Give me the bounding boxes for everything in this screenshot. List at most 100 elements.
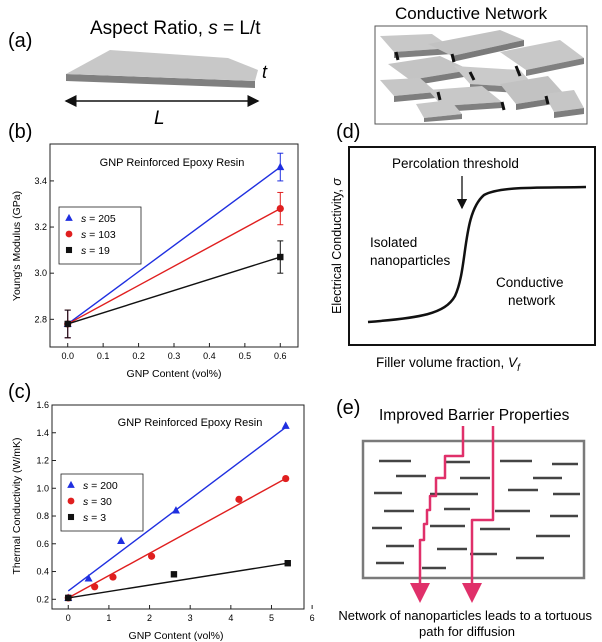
network-label-line2: network: [508, 293, 556, 308]
chart-b-title: GNP Reinforced Epoxy Resin: [100, 157, 245, 169]
percolation-label: Percolation threshold: [392, 156, 519, 171]
chart-b-xlabel: GNP Content (vol%): [127, 368, 222, 380]
chart-c-data-point: [91, 583, 99, 591]
chart-b-legend-entry: s = 103: [81, 229, 116, 241]
panel-label-d: (d): [336, 121, 360, 143]
chart-b-legend-marker: [65, 246, 73, 254]
chart-b-data-point: [64, 320, 71, 328]
chart-c-legend-marker: [67, 497, 75, 505]
volume-fraction-sub: f: [517, 363, 521, 374]
chart-c-plot-area: [51, 404, 305, 610]
length-label: L: [154, 108, 165, 129]
chart-c-x-tick-label: 1: [106, 613, 111, 623]
chart-c-legend-marker: [67, 513, 75, 521]
chart-c-y-tick-label: 0.2: [36, 594, 49, 604]
aspect-ratio-prefix: Aspect Ratio,: [90, 18, 208, 39]
chart-b-y-tick-label: 3.0: [34, 268, 47, 278]
chart-c-legend-symbol: s: [83, 512, 89, 524]
panel-label-b: (b): [8, 121, 32, 143]
chart-b-legend-label: = 19: [86, 245, 110, 257]
chart-c-fit-line: [67, 477, 287, 599]
chart-c-fit-line: [68, 562, 288, 599]
diffusion-path-left: [410, 426, 465, 603]
chart-b-data-point: [277, 253, 284, 261]
chart-c-legend-box: [60, 473, 144, 532]
chart-c-legend-symbol: s: [83, 496, 89, 508]
chart-b-legend-symbol: s: [81, 245, 87, 257]
chart-c-legend-symbol: s: [83, 480, 89, 492]
chart-c-y-tick-label: 0.6: [36, 539, 49, 549]
single-flake-side: [66, 74, 255, 88]
chart-b-x-tick-label: 0.1: [97, 351, 110, 361]
chart-c-data-point: [109, 573, 117, 581]
chart-c-data-point: [65, 594, 72, 602]
chart-b-legend-entry: s = 19: [81, 245, 110, 257]
chart-c-data-point: [84, 574, 93, 582]
network-title: Conductive Network: [395, 4, 548, 23]
chart-c-ylabel: Thermal Conductivity (W/mK): [11, 437, 23, 574]
chart-c-legend-label: = 3: [88, 512, 106, 524]
chart-b-legend-symbol: s: [81, 229, 87, 241]
chart-c-data-point: [117, 536, 126, 544]
chart-c-x-tick-label: 2: [147, 613, 152, 623]
chart-c-y-axis: 0.2 0.4 0.6 0.8 1.0 1.2 1.4 1.6: [36, 400, 56, 604]
chart-b-marks: [63, 152, 285, 339]
panel-d: (d) Percolation threshold Isolated nanop…: [330, 121, 596, 374]
barrier-caption: Network of nanoparticles leads to a tort…: [338, 608, 595, 639]
volume-fraction-symbol: V: [508, 355, 519, 370]
chart-c-y-tick-label: 1.6: [36, 400, 49, 410]
chart-c-x-tick-label: 4: [228, 613, 233, 623]
chart-b-legend-marker: [65, 213, 73, 221]
chart-c-data-point: [171, 506, 180, 514]
chart-b-x-tick-label: 0.2: [132, 351, 145, 361]
chart-c-data-point: [147, 552, 156, 560]
chart-b-x-tick-label: 0.0: [61, 351, 74, 361]
panel-c: (c) GNP Reinforced Epoxy Resin 0 1 2 3 4 5 6 0…: [8, 381, 315, 642]
chart-b-legend-entry: s = 205: [81, 213, 116, 225]
chart-b-data-point: [276, 162, 285, 171]
chart-c-x-tick-label: 0: [66, 613, 71, 623]
panel-label-a: (a): [8, 30, 32, 52]
barrier-title: Improved Barrier Properties: [379, 407, 570, 424]
chart-c-data-point: [281, 421, 290, 429]
aspect-ratio-title: Aspect Ratio, s = L/t: [90, 18, 261, 39]
chart-b-fit-line: [67, 207, 281, 325]
chart-c-data-point: [284, 560, 291, 567]
chart-b-x-tick-label: 0.6: [274, 351, 287, 361]
sigmoid-curve: [367, 185, 587, 324]
conductivity-axis-label: Electrical Conductivity, σ: [330, 178, 344, 314]
chart-b-y-axis: 2.8 3.0 3.2 3.4: [34, 176, 54, 324]
network-flakes: [380, 30, 584, 122]
chart-c-x-tick-label: 6: [310, 613, 315, 623]
conductivity-axis-text: Electrical Conductivity,: [330, 186, 344, 314]
chart-b-fit-line: [67, 166, 281, 325]
chart-c-y-tick-label: 1.4: [36, 428, 49, 438]
panel-e: (e) Improved Barrier Properties: [336, 397, 595, 639]
chart-b-legend-label: = 205: [86, 213, 116, 225]
chart-b-x-tick-label: 0.4: [203, 351, 216, 361]
chart-c-data-point: [282, 474, 290, 483]
chart-c-data-point: [170, 571, 178, 578]
chart-b-x-tick-label: 0.3: [168, 351, 181, 361]
chart-b-x-axis: 0.0 0.1 0.2 0.3 0.4 0.5 0.6: [61, 343, 287, 361]
chart-c-x-tick-label: 5: [269, 613, 274, 623]
diffusion-path-right: [462, 426, 495, 603]
chart-c-marks: [64, 421, 291, 602]
chart-c-y-tick-label: 1.2: [36, 456, 49, 466]
volume-fraction-text: Filler volume fraction,: [376, 355, 508, 370]
aspect-ratio-suffix: = L/t: [218, 18, 261, 39]
thickness-label: t: [262, 62, 268, 82]
chart-b-legend-box: [58, 206, 142, 265]
chart-c-title: GNP Reinforced Epoxy Resin: [118, 417, 263, 429]
chart-c-y-tick-label: 0.8: [36, 511, 49, 521]
chart-b-legend-symbol: s: [81, 213, 87, 225]
single-flake-top: [66, 50, 258, 81]
chart-c-legend-marker: [67, 480, 75, 488]
chart-c-legend-entry: s = 200: [83, 480, 118, 492]
barrier-caption-line2: path for diffusion: [419, 624, 515, 639]
chart-b-legend-label: = 103: [86, 229, 116, 241]
isolated-label: Isolated nanoparticles: [370, 235, 451, 268]
